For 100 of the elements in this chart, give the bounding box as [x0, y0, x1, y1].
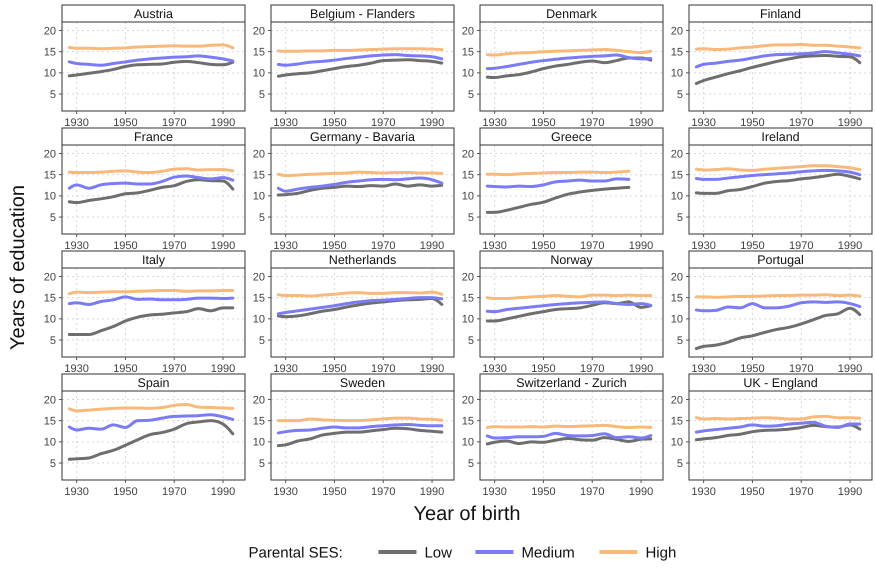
y-tick-label: 5 — [468, 334, 474, 347]
x-tick-label: 1930 — [64, 240, 89, 252]
y-tick-label: 15 — [670, 46, 683, 59]
x-tick-label: 1950 — [113, 240, 138, 252]
y-tick-label: 5 — [676, 88, 683, 101]
chart-title: Finland — [760, 7, 802, 21]
y-tick-label: 15 — [462, 416, 474, 428]
y-tick-label: 15 — [252, 292, 265, 305]
x-tick-label: 1990 — [420, 486, 444, 498]
y-tick-label: 5 — [50, 458, 56, 470]
y-tick-label: 5 — [258, 212, 265, 224]
x-tick-label: 1990 — [210, 486, 236, 498]
x-tick-label: 1930 — [273, 240, 298, 252]
y-tick-label: 15 — [462, 292, 474, 305]
x-tick-label: 1990 — [420, 363, 444, 375]
x-tick-label: 1970 — [371, 117, 396, 129]
y-tick-label: 10 — [462, 68, 474, 80]
y-tick-label: 10 — [670, 68, 683, 80]
x-tick-label: 1970 — [580, 117, 604, 129]
chart-title: Spain — [138, 376, 170, 390]
y-tick-label: 20 — [252, 148, 265, 160]
x-tick-label: 1990 — [210, 240, 236, 252]
x-tick-label: 1930 — [482, 363, 507, 375]
line-series — [486, 186, 630, 214]
x-tick-label: 1970 — [162, 117, 186, 129]
chart-title: France — [134, 130, 173, 144]
x-tick-label: 1950 — [322, 363, 347, 375]
y-tick-label: 15 — [670, 170, 683, 182]
y-tick-label: 15 — [44, 46, 56, 59]
y-tick-label: 10 — [44, 68, 56, 80]
x-tick-label: 1950 — [531, 363, 556, 375]
x-tick-label: 1970 — [371, 486, 396, 498]
x-tick-label: 1990 — [838, 240, 862, 252]
y-tick-label: 10 — [462, 436, 474, 449]
y-tick-label: 10 — [44, 436, 56, 449]
x-tick-label: 1990 — [420, 240, 444, 252]
x-tick-label: 1930 — [691, 240, 716, 252]
legend-title: Parental SES: — [248, 544, 343, 562]
y-tick-label: 15 — [44, 292, 56, 305]
y-tick-label: 15 — [252, 416, 265, 428]
line-series — [694, 168, 862, 181]
chart-title: Germany - Bavaria — [310, 130, 415, 144]
line-series — [68, 413, 234, 432]
chart-title: Portugal — [757, 253, 804, 267]
line-series — [276, 422, 444, 434]
x-tick-label: 1930 — [482, 240, 507, 252]
y-tick-label: 5 — [676, 212, 683, 224]
y-tick-label: 10 — [252, 68, 265, 80]
x-tick-label: 1930 — [482, 486, 507, 498]
chart-title: Ireland — [761, 130, 800, 144]
y-tick-label: 15 — [670, 292, 683, 305]
chart-title: Austria — [134, 7, 173, 21]
y-tick-label: 10 — [252, 190, 265, 203]
x-tick-label: 1950 — [740, 363, 765, 375]
y-tick-label: 15 — [252, 46, 265, 59]
y-axis-title: Years of education — [7, 185, 29, 350]
y-tick-label: 20 — [462, 148, 474, 160]
x-tick-label: 1950 — [113, 363, 138, 375]
y-tick-label: 20 — [252, 271, 265, 284]
x-tick-label: 1970 — [580, 486, 604, 498]
y-tick-label: 10 — [462, 190, 474, 203]
legend-label: High — [645, 544, 676, 562]
line-series — [68, 306, 234, 336]
chart-title: Belgium - Flanders — [310, 7, 415, 21]
y-tick-label: 15 — [462, 170, 474, 182]
legend-label: Medium — [521, 544, 575, 562]
line-series — [694, 50, 862, 68]
y-tick-label: 5 — [50, 88, 56, 101]
x-tick-label: 1950 — [531, 486, 556, 498]
chart-title: Italy — [142, 253, 166, 267]
y-tick-label: 5 — [676, 458, 683, 470]
y-tick-label: 5 — [468, 212, 474, 224]
line-series — [694, 300, 862, 312]
x-tick-label: 1950 — [113, 117, 138, 129]
y-tick-label: 10 — [670, 190, 683, 203]
y-tick-label: 20 — [44, 394, 56, 406]
x-tick-label: 1970 — [789, 486, 814, 498]
line-series — [68, 295, 234, 306]
y-tick-label: 5 — [50, 212, 56, 224]
chart-title: Netherlands — [328, 253, 396, 267]
line-series — [694, 172, 862, 195]
y-tick-label: 10 — [670, 436, 683, 449]
y-tick-label: 5 — [468, 458, 474, 470]
y-tick-label: 5 — [468, 88, 474, 101]
y-tick-label: 5 — [258, 88, 265, 101]
x-tick-label: 1990 — [420, 117, 444, 129]
line-series — [68, 178, 234, 204]
x-tick-label: 1990 — [628, 486, 654, 498]
line-series — [486, 300, 652, 314]
line-series — [68, 174, 234, 190]
x-tick-label: 1950 — [322, 486, 347, 498]
y-tick-label: 20 — [462, 394, 474, 406]
line-series — [276, 426, 444, 448]
x-tick-label: 1970 — [580, 363, 604, 375]
x-tick-label: 1930 — [273, 486, 298, 498]
y-tick-label: 20 — [670, 148, 683, 160]
x-tick-label: 1950 — [322, 240, 347, 252]
y-tick-label: 20 — [462, 25, 474, 38]
x-tick-label: 1950 — [531, 240, 556, 252]
x-tick-label: 1990 — [838, 486, 862, 498]
